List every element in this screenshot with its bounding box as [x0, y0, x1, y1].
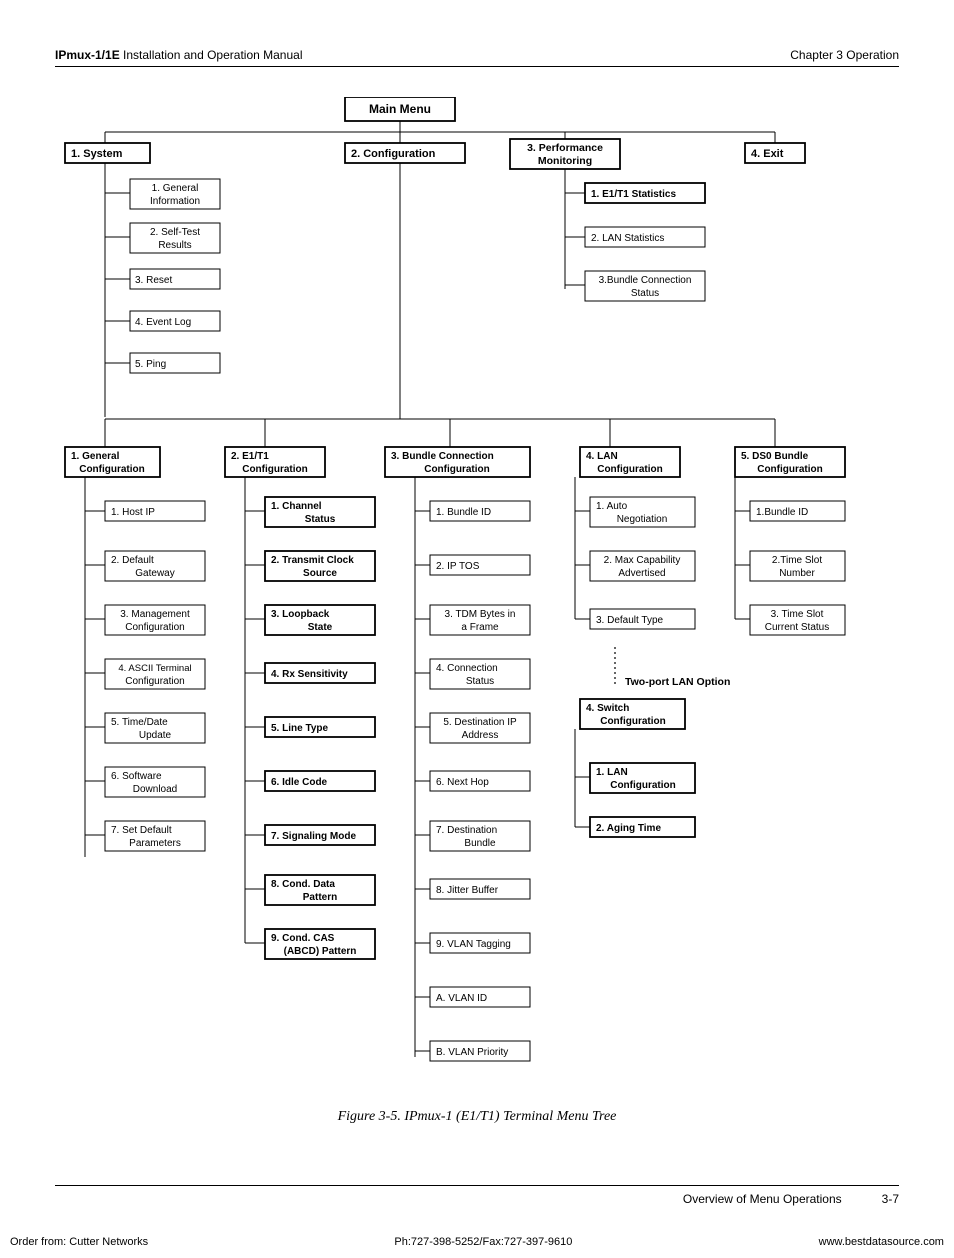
svg-text:Status: Status: [305, 514, 336, 525]
svg-text:Configuration: Configuration: [597, 464, 663, 475]
svg-text:3. Loopback: 3. Loopback: [271, 609, 330, 620]
svg-text:Download: Download: [133, 784, 177, 795]
svg-text:Configuration: Configuration: [125, 622, 184, 633]
svg-text:Main Menu: Main Menu: [369, 102, 431, 116]
svg-text:9. VLAN Tagging: 9. VLAN Tagging: [436, 939, 511, 950]
svg-text:2. Aging Time: 2. Aging Time: [596, 823, 661, 834]
svg-text:4. Switch: 4. Switch: [586, 703, 629, 714]
svg-text:Source: Source: [303, 568, 337, 579]
svg-text:B. VLAN Priority: B. VLAN Priority: [436, 1047, 508, 1058]
svg-text:State: State: [308, 622, 333, 633]
svg-text:Status: Status: [631, 288, 659, 299]
svg-text:Current Status: Current Status: [765, 622, 829, 633]
svg-text:2. Default: 2. Default: [111, 555, 154, 566]
bottom-bar: Order from: Cutter Networks Ph:727-398-5…: [0, 1226, 954, 1258]
svg-text:Configuration: Configuration: [757, 464, 823, 475]
svg-text:Pattern: Pattern: [303, 892, 337, 903]
svg-text:4. ASCII Terminal: 4. ASCII Terminal: [118, 663, 191, 674]
svg-text:5. Line Type: 5. Line Type: [271, 723, 328, 734]
svg-text:Parameters: Parameters: [129, 838, 181, 849]
bottom-mid: Ph:727-398-5252/Fax:727-397-9610: [394, 1236, 572, 1248]
svg-text:Configuration: Configuration: [610, 780, 676, 791]
svg-text:3. Reset: 3. Reset: [135, 275, 172, 286]
page-header: IPmux-1/1E Installation and Operation Ma…: [55, 48, 899, 67]
svg-text:Configuration: Configuration: [242, 464, 308, 475]
svg-text:8. Cond. Data: 8. Cond. Data: [271, 879, 335, 890]
svg-text:Configuration: Configuration: [125, 676, 184, 687]
svg-text:Update: Update: [139, 730, 172, 741]
svg-text:Configuration: Configuration: [79, 464, 145, 475]
svg-text:5. Destination IP: 5. Destination IP: [443, 717, 517, 728]
menu-tree-diagram: Main Menu 1. System 2. Configuration 3. …: [55, 97, 899, 1097]
svg-text:Configuration: Configuration: [600, 716, 666, 727]
svg-text:2. Max Capability: 2. Max Capability: [604, 555, 681, 566]
svg-text:6. Next Hop: 6. Next Hop: [436, 777, 489, 788]
svg-text:2. Self-Test: 2. Self-Test: [150, 227, 200, 238]
svg-text:9. Cond. CAS: 9. Cond. CAS: [271, 933, 335, 944]
svg-text:Monitoring: Monitoring: [538, 155, 592, 167]
header-right: Chapter 3 Operation: [790, 48, 899, 62]
svg-text:3. TDM Bytes in: 3. TDM Bytes in: [445, 609, 516, 620]
header-left: IPmux-1/1E Installation and Operation Ma…: [55, 48, 303, 62]
svg-text:7. Signaling Mode: 7. Signaling Mode: [271, 831, 356, 842]
svg-text:1. General: 1. General: [71, 451, 120, 462]
bottom-left: Order from: Cutter Networks: [10, 1236, 148, 1248]
svg-text:Bundle: Bundle: [464, 838, 496, 849]
svg-text:1. Channel: 1. Channel: [271, 501, 322, 512]
svg-text:1. General: 1. General: [152, 183, 199, 194]
svg-text:2. Transmit Clock: 2. Transmit Clock: [271, 555, 354, 566]
svg-text:5. DS0 Bundle: 5. DS0 Bundle: [741, 451, 809, 462]
bottom-right: www.bestdatasource.com: [819, 1236, 944, 1248]
footer-page: 3-7: [882, 1192, 899, 1206]
svg-text:Configuration: Configuration: [424, 464, 490, 475]
svg-text:1. Auto: 1. Auto: [596, 501, 628, 512]
footer-section: Overview of Menu Operations: [683, 1192, 842, 1206]
svg-text:Negotiation: Negotiation: [617, 514, 668, 525]
svg-text:5. Time/Date: 5. Time/Date: [111, 717, 168, 728]
svg-text:4. Event Log: 4. Event Log: [135, 317, 191, 328]
svg-text:a Frame: a Frame: [461, 622, 499, 633]
figure-caption: Figure 3-5. IPmux-1 (E1/T1) Terminal Men…: [55, 1109, 899, 1125]
svg-text:1. Host IP: 1. Host IP: [111, 507, 155, 518]
svg-text:1. E1/T1 Statistics: 1. E1/T1 Statistics: [591, 189, 676, 200]
svg-text:8. Jitter Buffer: 8. Jitter Buffer: [436, 885, 499, 896]
svg-text:Results: Results: [158, 240, 191, 251]
svg-text:7. Destination: 7. Destination: [436, 825, 497, 836]
svg-text:7. Set Default: 7. Set Default: [111, 825, 172, 836]
svg-text:6. Software: 6. Software: [111, 771, 162, 782]
svg-text:2. LAN Statistics: 2. LAN Statistics: [591, 233, 664, 244]
page-footer: Overview of Menu Operations 3-7: [55, 1185, 899, 1206]
svg-text:Number: Number: [779, 568, 815, 579]
svg-text:2. Configuration: 2. Configuration: [351, 148, 436, 160]
svg-text:3. Performance: 3. Performance: [527, 142, 603, 154]
svg-text:1.Bundle ID: 1.Bundle ID: [756, 507, 808, 518]
svg-text:4. Exit: 4. Exit: [751, 148, 784, 160]
svg-text:3.Bundle Connection: 3.Bundle Connection: [599, 275, 692, 286]
svg-text:3. Default Type: 3. Default Type: [596, 615, 664, 626]
svg-text:2. E1/T1: 2. E1/T1: [231, 451, 269, 462]
svg-text:Status: Status: [466, 676, 494, 687]
svg-text:Gateway: Gateway: [135, 568, 174, 579]
svg-text:4. Rx Sensitivity: 4. Rx Sensitivity: [271, 669, 348, 680]
svg-text:4. LAN: 4. LAN: [586, 451, 618, 462]
svg-text:(ABCD) Pattern: (ABCD) Pattern: [284, 946, 357, 957]
svg-text:Information: Information: [150, 196, 200, 207]
svg-text:1. LAN: 1. LAN: [596, 767, 628, 778]
svg-text:5. Ping: 5. Ping: [135, 359, 166, 370]
svg-text:A. VLAN ID: A. VLAN ID: [436, 993, 487, 1004]
svg-text:3. Time Slot: 3. Time Slot: [771, 609, 824, 620]
svg-text:3. Bundle Connection: 3. Bundle Connection: [391, 451, 494, 462]
svg-text:Advertised: Advertised: [618, 568, 665, 579]
svg-text:Address: Address: [462, 730, 499, 741]
svg-text:6. Idle Code: 6. Idle Code: [271, 777, 328, 788]
svg-text:3. Management: 3. Management: [120, 609, 190, 620]
svg-text:4. Connection: 4. Connection: [436, 663, 498, 674]
svg-text:Two-port LAN Option: Two-port LAN Option: [625, 676, 730, 688]
svg-text:1. System: 1. System: [71, 148, 123, 160]
svg-text:2. IP TOS: 2. IP TOS: [436, 561, 480, 572]
svg-text:1. Bundle ID: 1. Bundle ID: [436, 507, 491, 518]
svg-text:2.Time Slot: 2.Time Slot: [772, 555, 822, 566]
